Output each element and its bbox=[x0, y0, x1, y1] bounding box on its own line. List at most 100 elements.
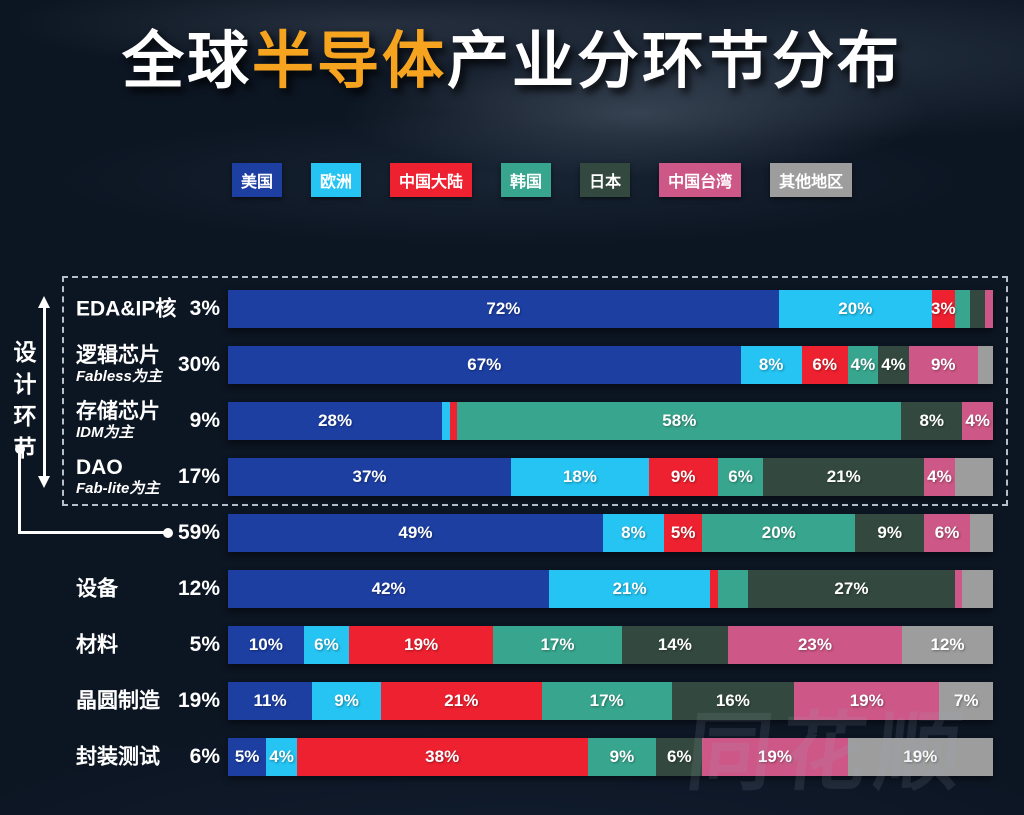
page-title: 全球半导体产业分环节分布 bbox=[0, 10, 1024, 100]
bar-segment-japan: 4% bbox=[878, 346, 909, 384]
segment-value-label: 19% bbox=[404, 635, 439, 654]
category-subtitle: IDM为主 bbox=[76, 424, 134, 442]
bar-segment-europe: 8% bbox=[740, 346, 802, 384]
chart-rows: EDA&IP核 3% 72% 20% 3% 逻辑芯片 Fabless为主 30% 67% 8% 6%… bbox=[0, 281, 1024, 785]
bar-segment-china: 6% bbox=[801, 346, 848, 384]
bar-segment-korea: 20% bbox=[702, 514, 856, 552]
category-label: 晶圆制造 bbox=[76, 689, 160, 712]
segment-value-label: 9% bbox=[609, 747, 635, 766]
chart-row: 封装测试 6% 5% 4% 38% 9% 6% 19% 19% bbox=[0, 729, 1024, 785]
stacked-bar: 10% 6% 19% 17% 14% 23% 12% bbox=[228, 626, 993, 664]
bar-segment-korea: 6% bbox=[717, 458, 764, 496]
bar-segment-japan: 14% bbox=[621, 626, 728, 664]
segment-value-label: 23% bbox=[797, 635, 832, 654]
segment-value-label: 10% bbox=[248, 635, 283, 654]
category-label: 封装测试 bbox=[76, 745, 160, 768]
bar-segment-taiwan: 19% bbox=[702, 738, 848, 776]
bar-segment-us: 5% bbox=[228, 738, 267, 776]
category-label: 存储芯片 IDM为主 bbox=[76, 400, 160, 442]
bar-segment-china: 21% bbox=[380, 682, 542, 720]
connector-end-dot bbox=[163, 528, 173, 538]
stacked-bar: 49% 8% 5% 20% 9% 6% bbox=[228, 514, 993, 552]
bar-segment-china: 5% bbox=[664, 514, 703, 552]
bar-segment-us: 28% bbox=[228, 402, 443, 440]
bar-segment-japan: 27% bbox=[748, 570, 955, 608]
category-title: 材料 bbox=[76, 633, 118, 657]
category-title: 逻辑芯片 bbox=[76, 344, 160, 368]
stacked-bar: 5% 4% 38% 9% 6% 19% 19% bbox=[228, 738, 993, 776]
bar-segment-europe: 9% bbox=[312, 682, 381, 720]
segment-value-label: 17% bbox=[540, 635, 575, 654]
connector-start-dot bbox=[15, 444, 25, 454]
segment-value-label: 12% bbox=[930, 635, 965, 654]
category-title: DAO bbox=[76, 456, 123, 480]
title-prefix: 全球 bbox=[121, 27, 252, 96]
segment-value-label: 28% bbox=[318, 411, 353, 430]
stacked-bar: 42% 21% 27% bbox=[228, 570, 993, 608]
segment-value-label: 6% bbox=[728, 467, 753, 486]
segment-value-label: 20% bbox=[838, 299, 873, 318]
bar-segment-us: 42% bbox=[228, 570, 550, 608]
bar-segment-taiwan: 9% bbox=[908, 346, 978, 384]
row-total-share: 30% bbox=[177, 353, 220, 376]
row-total-share: 3% bbox=[189, 297, 220, 320]
bar-segment-europe: 18% bbox=[511, 458, 649, 496]
title-highlight: 半导体 bbox=[251, 27, 447, 96]
row-total-share: 59% bbox=[177, 521, 220, 544]
stacked-bar: 28% 58% 8% 4% bbox=[228, 402, 993, 440]
connector-horizontal-line bbox=[18, 531, 168, 534]
bar-segment-other bbox=[962, 570, 993, 608]
chart-row: 存储芯片 IDM为主 9% 28% 58% 8% 4% bbox=[0, 393, 1024, 449]
bar-segment-japan: 8% bbox=[901, 402, 963, 440]
bar-segment-japan: 21% bbox=[763, 458, 925, 496]
category-label: 设备 bbox=[76, 577, 118, 600]
row-total-share: 19% bbox=[177, 689, 220, 712]
segment-value-label: 4% bbox=[881, 355, 906, 374]
segment-value-label: 4% bbox=[965, 411, 990, 430]
segment-value-label: 9% bbox=[334, 691, 359, 710]
bar-segment-japan: 6% bbox=[656, 738, 703, 776]
bar-segment-taiwan: 19% bbox=[794, 682, 940, 720]
bar-segment-taiwan: 23% bbox=[727, 626, 903, 664]
row-total-share: 12% bbox=[177, 577, 220, 600]
segment-value-label: 21% bbox=[612, 579, 647, 598]
bar-segment-china bbox=[709, 570, 718, 608]
bar-segment-europe: 8% bbox=[602, 514, 665, 552]
segment-value-label: 11% bbox=[253, 691, 287, 710]
bar-segment-other: 7% bbox=[939, 682, 993, 720]
bar-segment-other bbox=[977, 346, 993, 384]
bar-segment-korea: 58% bbox=[457, 402, 902, 440]
legend-item-china: 中国大陆 bbox=[390, 163, 473, 197]
bar-segment-us: 67% bbox=[228, 346, 741, 384]
segment-value-label: 6% bbox=[934, 523, 960, 542]
segment-value-label: 8% bbox=[758, 355, 784, 374]
arrow-up-icon bbox=[38, 296, 50, 308]
segment-value-label: 19% bbox=[849, 691, 884, 710]
row-total-share: 5% bbox=[189, 633, 220, 656]
bar-segment-korea: 17% bbox=[493, 626, 622, 664]
chart-row: 晶圆制造 19% 11% 9% 21% 17% 16% 19% 7% bbox=[0, 673, 1024, 729]
segment-value-label: 6% bbox=[812, 355, 837, 374]
design-range-arrow bbox=[38, 296, 50, 488]
segment-value-label: 4% bbox=[850, 355, 876, 374]
bar-segment-us: 11% bbox=[228, 682, 313, 720]
bar-segment-china: 3% bbox=[931, 290, 956, 328]
bar-segment-other bbox=[954, 458, 993, 496]
segment-value-label: 42% bbox=[371, 579, 406, 598]
legend: 美国 欧洲 中国大陆 韩国 日本 中国台湾 其他地区 bbox=[232, 163, 853, 197]
segment-value-label: 4% bbox=[927, 467, 952, 486]
segment-value-label: 20% bbox=[761, 523, 796, 542]
stacked-bar: 11% 9% 21% 17% 16% 19% 7% bbox=[228, 682, 993, 720]
segment-value-label: 8% bbox=[621, 523, 646, 542]
bar-segment-taiwan: 4% bbox=[962, 402, 993, 440]
bar-segment-china: 38% bbox=[296, 738, 588, 776]
bar-segment-korea bbox=[954, 290, 971, 328]
category-subtitle: Fab-lite为主 bbox=[76, 480, 160, 498]
category-title: 设备 bbox=[76, 577, 118, 601]
segment-value-label: 19% bbox=[757, 747, 792, 766]
title-suffix: 产业分环节分布 bbox=[447, 27, 903, 96]
bar-segment-china: 19% bbox=[349, 626, 494, 664]
segment-value-label: 4% bbox=[269, 747, 294, 766]
segment-value-label: 9% bbox=[930, 355, 956, 374]
segment-value-label: 9% bbox=[877, 523, 902, 542]
